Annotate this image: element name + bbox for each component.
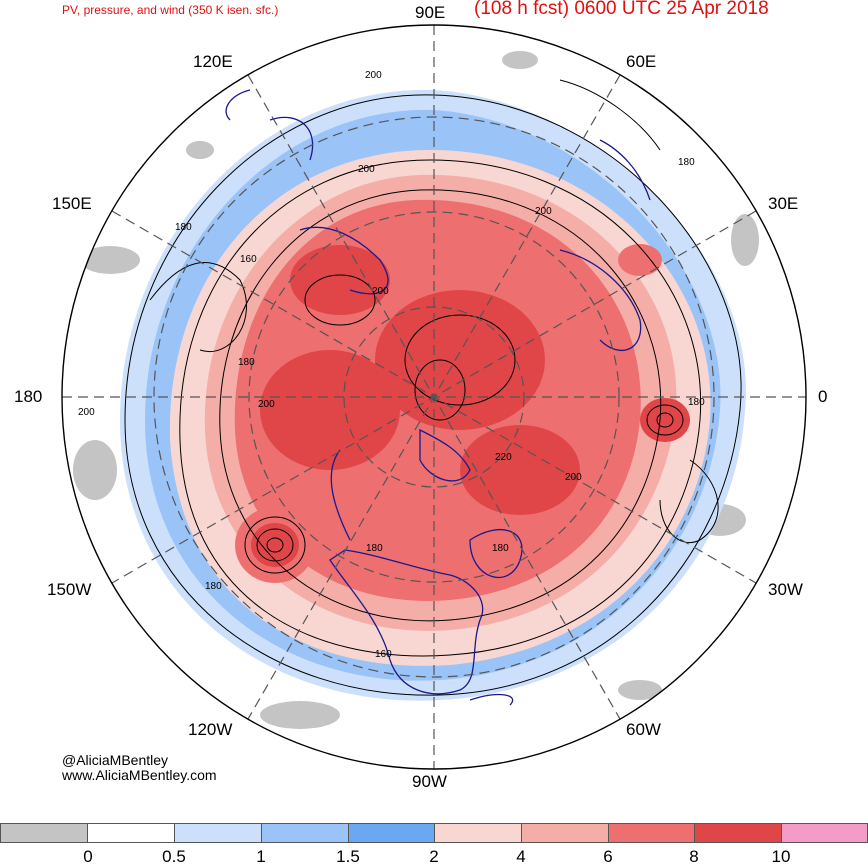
coastlines (225, 89, 651, 706)
colorbar-tick: 1 (256, 847, 266, 866)
lon-label-120e: 120E (193, 52, 233, 71)
lon-label-120w: 120W (188, 720, 233, 739)
colorbar-tick: 0 (83, 847, 93, 866)
colorbar-swatch (521, 823, 609, 843)
map-title-left: PV, pressure, and wind (350 K isen. sfc.… (62, 3, 279, 17)
lon-label-90w: 90W (412, 772, 447, 791)
map-title-right: (108 h fcst) 0600 UTC 25 Apr 2018 (474, 0, 769, 19)
map-fields: 200 180 200 160 180 200 180 200 200 180 … (62, 25, 806, 769)
pressure-contours (124, 79, 742, 696)
contour-label-group: 200 180 200 160 180 200 180 200 200 180 … (78, 70, 705, 660)
lat-lon-grid (62, 25, 806, 769)
lon-label-60w: 60W (626, 720, 661, 739)
lon-label-150e: 150E (52, 194, 92, 213)
contour-label: 200 (258, 399, 275, 410)
contour-label: 220 (495, 452, 512, 463)
lon-label-0: 0 (818, 387, 828, 406)
colorbar: 0 0.5 1 1.5 2 4 6 8 10 (0, 823, 868, 866)
lon-label-90e: 90E (415, 3, 446, 22)
credit-website: www.AliciaMBentley.com (62, 767, 217, 783)
colorbar-tick: 6 (603, 847, 613, 866)
colorbar-tick: 8 (689, 847, 699, 866)
credit-handle: @AliciaMBentley (62, 752, 169, 768)
contour-label: 180 (688, 397, 705, 408)
contour-label: 200 (565, 472, 582, 483)
colorbar-swatch (348, 823, 436, 843)
contour-label: 200 (365, 70, 382, 81)
colorbar-swatch (87, 823, 175, 843)
colorbar-swatch (261, 823, 349, 843)
contour-label: 160 (240, 254, 257, 265)
colorbar-tick: 4 (516, 847, 526, 866)
contour-label: 200 (78, 407, 95, 418)
contour-label: 200 (358, 164, 375, 175)
colorbar-tick: 0.5 (162, 847, 186, 866)
contour-label: 200 (535, 206, 552, 217)
contour-label: 180 (175, 222, 192, 233)
lon-label-30e: 30E (768, 194, 799, 213)
lon-label-180: 180 (14, 387, 43, 406)
contour-label: 160 (375, 649, 392, 660)
contour-label: 200 (372, 286, 389, 297)
lon-label-60e: 60E (626, 52, 657, 71)
contour-label: 180 (205, 581, 222, 592)
colorbar-tick: 10 (771, 847, 791, 866)
contour-label: 180 (492, 543, 509, 554)
colorbar-swatch (0, 823, 88, 843)
contour-label: 180 (366, 543, 383, 554)
lon-label-30w: 30W (768, 580, 803, 599)
colorbar-tick: 1.5 (336, 847, 360, 866)
map-boundary (61, 24, 807, 770)
colorbar-swatch (434, 823, 522, 843)
contour-label: 180 (678, 157, 695, 168)
lon-label-150w: 150W (47, 580, 92, 599)
colorbar-swatch (174, 823, 262, 843)
colorbar-swatch (694, 823, 782, 843)
colorbar-swatch (781, 823, 868, 843)
contour-label: 180 (238, 357, 255, 368)
colorbar-swatch (608, 823, 696, 843)
colorbar-tick: 2 (429, 847, 439, 866)
